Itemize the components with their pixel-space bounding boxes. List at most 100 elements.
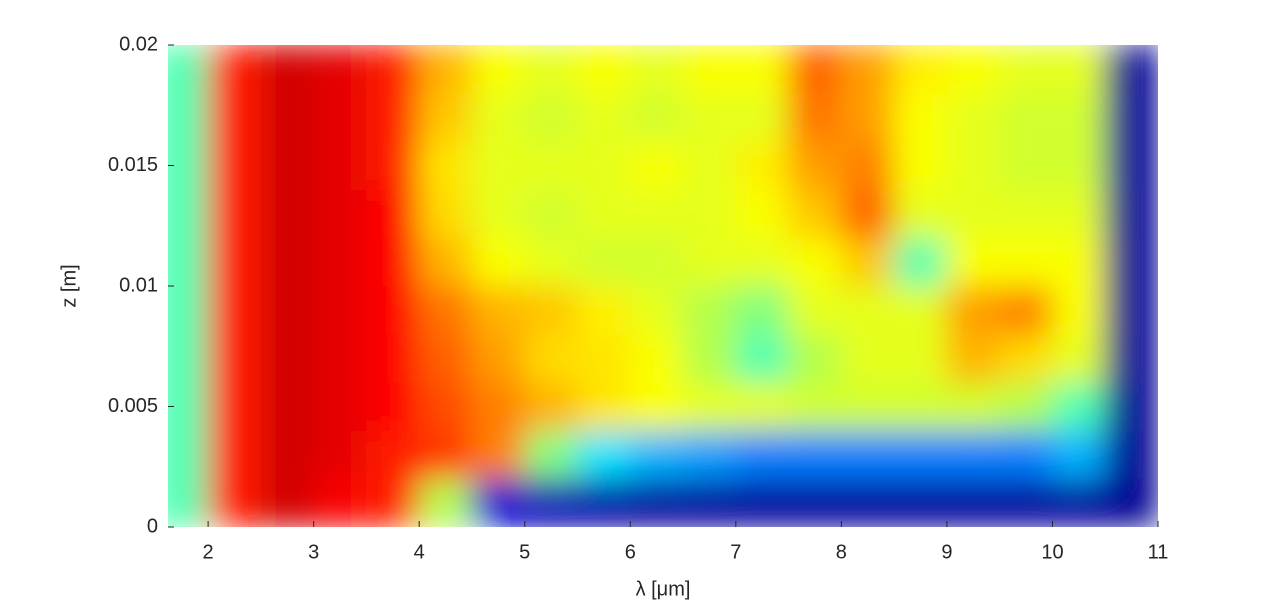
heatmap-cell (893, 140, 948, 191)
heatmap-cell (365, 478, 420, 527)
heatmap-cell (313, 92, 367, 142)
heatmap-cell (840, 430, 895, 480)
heatmap-cell (629, 140, 684, 191)
heatmap-cell (577, 237, 631, 287)
heatmap-cell (471, 140, 526, 191)
heatmap-cell (629, 285, 684, 335)
heatmap-cell (682, 333, 737, 383)
heatmap-cell (577, 140, 631, 191)
heatmap-cell (1104, 237, 1158, 287)
heatmap-cell (629, 333, 684, 383)
heatmap-cell (735, 285, 790, 335)
heatmap-cell (1051, 237, 1106, 287)
heatmap-cell (629, 430, 684, 480)
heatmap-cell (260, 333, 315, 383)
heatmap-cell (365, 430, 420, 480)
heatmap-cell (577, 381, 631, 432)
heatmap-cell (524, 189, 579, 239)
heatmap-cell (893, 92, 948, 142)
heatmap-cell (168, 430, 209, 480)
heatmap-cell (365, 285, 420, 335)
x-tick-label: 6 (625, 541, 636, 563)
heatmap-cell (524, 45, 579, 94)
heatmap-cell (682, 430, 737, 480)
heatmap-cell (1104, 45, 1158, 94)
heatmap-cell (893, 333, 948, 383)
heatmap-cell (946, 140, 1001, 191)
heatmap-cell (946, 237, 1001, 287)
heatmap-cell (313, 333, 367, 383)
heatmap-cell (893, 237, 948, 287)
heatmap-cell (524, 140, 579, 191)
heatmap-cell (999, 189, 1053, 239)
heatmap-cell (207, 45, 262, 94)
heatmap-cell (524, 333, 579, 383)
heatmap-cell (207, 381, 262, 432)
heatmap-cell (365, 45, 420, 94)
heatmap-cell (260, 478, 315, 527)
heatmap-cell (418, 45, 473, 94)
heatmap-cell (735, 478, 790, 527)
heatmap-cell (168, 285, 209, 335)
heatmap-cell (1051, 189, 1106, 239)
heatmap-cell (1051, 478, 1106, 527)
heatmap-cell (1051, 140, 1106, 191)
heatmap-cell (1104, 140, 1158, 191)
heatmap-cell (735, 45, 790, 94)
heatmap-cell (524, 381, 579, 432)
heatmap-cell (471, 478, 526, 527)
heatmap-cell (788, 140, 842, 191)
heatmap-cell (524, 237, 579, 287)
x-tick-label: 7 (730, 541, 741, 563)
heatmap-cell (418, 478, 473, 527)
heatmap-cell (840, 333, 895, 383)
heatmap-cell (207, 285, 262, 335)
heatmap-cell (1051, 430, 1106, 480)
heatmap-cell (946, 333, 1001, 383)
heatmap-cell (471, 45, 526, 94)
heatmap-cell (313, 478, 367, 527)
heatmap-cell (577, 430, 631, 480)
heatmap-cell (946, 45, 1001, 94)
heatmap-cell (999, 140, 1053, 191)
heatmap-cell (999, 92, 1053, 142)
heatmap-cell (1104, 478, 1158, 527)
heatmap-cell (629, 45, 684, 94)
heatmap-cell (418, 285, 473, 335)
heatmap-cell (313, 140, 367, 191)
y-tick-label: 0.01 (119, 274, 158, 296)
heatmap-cell (999, 430, 1053, 480)
heatmap-cell (168, 189, 209, 239)
heatmap-cell (735, 333, 790, 383)
heatmap-cell (840, 92, 895, 142)
heatmap-cell (840, 285, 895, 335)
heatmap-cell (629, 92, 684, 142)
heatmap-cell (840, 478, 895, 527)
x-tick-label: 4 (414, 541, 425, 563)
heatmap-cell (471, 333, 526, 383)
x-axis-label: λ [μm] (636, 578, 691, 600)
y-tick-label: 0.005 (108, 395, 158, 417)
heatmap-cell (999, 45, 1053, 94)
heatmap-cell (893, 285, 948, 335)
heatmap-cell (207, 140, 262, 191)
heatmap-cell (168, 140, 209, 191)
heatmap-cell (471, 92, 526, 142)
heatmap-cell (629, 189, 684, 239)
heatmap-cell (207, 430, 262, 480)
heatmap-cell (840, 237, 895, 287)
heatmap-cell (313, 430, 367, 480)
heatmap-cell (418, 92, 473, 142)
heatmap-cell (1051, 333, 1106, 383)
y-tick-label: 0.015 (108, 154, 158, 176)
heatmap-cell (524, 430, 579, 480)
heatmap-cell (893, 478, 948, 527)
heatmap-cell (365, 189, 420, 239)
heatmap-cell (629, 381, 684, 432)
x-tick-label: 2 (203, 541, 214, 563)
plot-area (168, 45, 1158, 527)
heatmap-cell (1104, 430, 1158, 480)
heatmap-cell (168, 92, 209, 142)
heatmap-cell (168, 381, 209, 432)
